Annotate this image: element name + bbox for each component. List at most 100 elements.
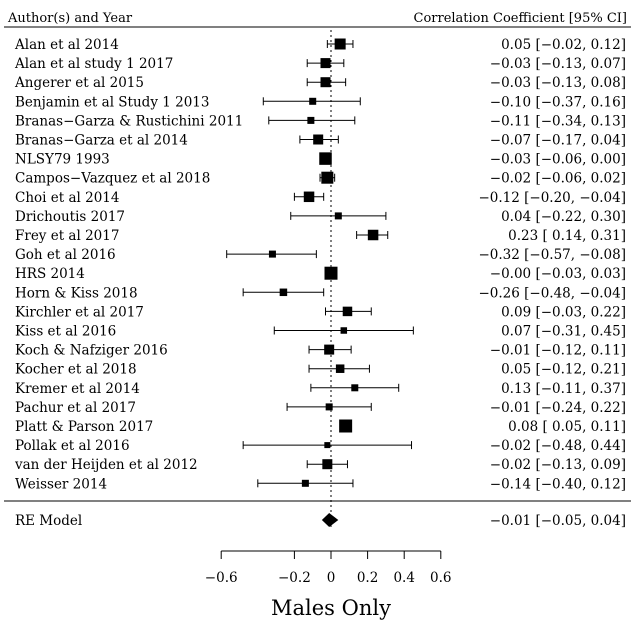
study-row: Branas−Garza et al 2014 −0.07 [−0.17, 0.0… [15, 133, 626, 149]
study-label: Drichoutis 2017 [15, 209, 125, 225]
study-row: Weisser 2014 −0.14 [−0.40, 0.12] [15, 476, 626, 492]
study-label: Kiss et al 2016 [15, 324, 116, 340]
study-label: Kirchler et al 2017 [15, 304, 144, 320]
study-row: Benjamin et al Study 1 2013 −0.10 [−0.37,… [15, 94, 626, 110]
study-label: Horn & Kiss 2018 [15, 285, 138, 301]
study-label: Campos−Vazquez et al 2018 [15, 171, 210, 187]
study-label: Branas−Garza & Rustichini 2011 [15, 113, 243, 129]
x-tick-label: 0.2 [357, 570, 378, 586]
x-tick-label: 0 [327, 570, 336, 586]
ci-value-text: −0.03 [−0.06, 0.00] [490, 152, 626, 168]
study-row: Platt & Parson 2017 0.08 [ 0.05, 0.11] [15, 419, 626, 435]
point-estimate [334, 38, 346, 50]
study-row: Branas−Garza & Rustichini 2011 −0.11 [−0.… [15, 113, 626, 129]
point-estimate [334, 212, 342, 220]
x-tick-label: 0.6 [430, 570, 451, 586]
study-label: Platt & Parson 2017 [15, 419, 153, 435]
study-row: van der Heijden et al 2012 −0.02 [−0.13, … [14, 457, 626, 473]
study-label: Angerer et al 2015 [14, 75, 144, 91]
study-row: Choi et al 2014 −0.12 [−0.20, −0.04] [15, 190, 626, 206]
point-estimate [319, 152, 332, 165]
study-row: NLSY79 1993 −0.03 [−0.06, 0.00] [15, 152, 626, 168]
study-rows: Alan et al 2014 0.05 [−0.02, 0.12]Alan et… [14, 37, 626, 492]
study-label: Alan et al 2014 [14, 37, 119, 53]
study-row: Koch & Nafziger 2016 −0.01 [−0.12, 0.11] [15, 343, 626, 359]
summary-label: RE Model [15, 513, 82, 529]
point-estimate [303, 191, 315, 203]
ci-value-text: 0.07 [−0.31, 0.45] [501, 324, 626, 340]
ci-value-text: 0.09 [−0.03, 0.22] [501, 304, 626, 320]
study-label: Koch & Nafziger 2016 [15, 343, 168, 359]
point-estimate [268, 250, 276, 258]
ci-value-text: −0.11 [−0.34, 0.13] [490, 113, 626, 129]
ci-value-text: −0.00 [−0.03, 0.03] [490, 266, 626, 282]
study-row: Kremer et al 2014 0.13 [−0.11, 0.37] [15, 381, 626, 397]
ci-value-text: −0.02 [−0.48, 0.44] [490, 438, 626, 454]
x-tick-label: −0.6 [205, 570, 238, 586]
point-estimate [335, 364, 345, 373]
point-estimate [320, 58, 331, 69]
ci-value-text: −0.02 [−0.06, 0.02] [490, 171, 626, 187]
ci-value-text: 0.13 [−0.11, 0.37] [501, 381, 626, 397]
point-estimate [279, 288, 288, 297]
ci-value-text: 0.05 [−0.12, 0.21] [501, 362, 626, 378]
ci-value-text: −0.10 [−0.37, 0.16] [490, 94, 626, 110]
study-row: Campos−Vazquez et al 2018 −0.02 [−0.06, 0… [15, 171, 626, 187]
summary-row: RE Model −0.01 [−0.05, 0.04] [15, 513, 626, 529]
ci-value-text: −0.03 [−0.13, 0.07] [490, 56, 626, 72]
point-estimate [339, 419, 353, 433]
ci-value-text: −0.32 [−0.57, −0.08] [478, 247, 626, 263]
x-tick-label: 0.4 [393, 570, 414, 586]
study-label: Goh et al 2016 [15, 247, 116, 263]
point-estimate [322, 459, 333, 470]
x-tick-label: −0.2 [278, 570, 311, 586]
point-estimate [367, 229, 379, 241]
point-estimate [313, 134, 324, 145]
study-label: HRS 2014 [15, 266, 85, 282]
point-estimate [340, 327, 348, 334]
ci-value-text: 0.05 [−0.02, 0.12] [501, 37, 626, 53]
study-row: Kocher et al 2018 0.05 [−0.12, 0.21] [15, 362, 626, 378]
x-axis: −0.6 −0.2 0 0.2 0.4 0.6 [205, 550, 452, 586]
study-label: Branas−Garza et al 2014 [15, 133, 188, 149]
study-label: Kocher et al 2018 [15, 362, 137, 378]
study-label: van der Heijden et al 2012 [14, 457, 198, 473]
study-row: Goh et al 2016 −0.32 [−0.57, −0.08] [15, 247, 626, 263]
ci-value-text: −0.07 [−0.17, 0.04] [490, 133, 626, 149]
study-row: Pollak et al 2016 −0.02 [−0.48, 0.44] [15, 438, 626, 454]
study-label: NLSY79 1993 [15, 152, 110, 168]
study-row: Angerer et al 2015 −0.03 [−0.13, 0.08] [14, 75, 626, 91]
study-row: Alan et al 2014 0.05 [−0.02, 0.12] [14, 37, 626, 53]
summary-ci-text: −0.01 [−0.05, 0.04] [490, 513, 626, 529]
ci-value-text: −0.02 [−0.13, 0.09] [490, 457, 626, 473]
study-row: Drichoutis 2017 0.04 [−0.22, 0.30] [15, 209, 626, 225]
ci-value-text: 0.04 [−0.22, 0.30] [501, 209, 626, 225]
ci-value-text: −0.03 [−0.13, 0.08] [490, 75, 626, 91]
point-estimate [342, 306, 353, 317]
point-estimate [325, 403, 333, 411]
study-row: Kiss et al 2016 0.07 [−0.31, 0.45] [15, 324, 626, 340]
point-estimate [301, 479, 309, 487]
ci-value-text: −0.26 [−0.48, −0.04] [478, 285, 626, 301]
study-label: Alan et al study 1 2017 [14, 56, 173, 72]
study-label: Choi et al 2014 [15, 190, 119, 206]
header-author: Author(s) and Year [7, 11, 133, 26]
point-estimate [324, 344, 335, 355]
point-estimate [324, 266, 338, 280]
point-estimate [321, 171, 334, 184]
ci-value-text: −0.01 [−0.24, 0.22] [490, 400, 626, 416]
point-estimate [307, 116, 315, 124]
header-ci: Correlation Coefficient [95% CI] [414, 11, 628, 26]
ci-value-text: −0.14 [−0.40, 0.12] [490, 476, 626, 492]
point-estimate [309, 97, 317, 105]
ci-value-text: −0.01 [−0.12, 0.11] [490, 343, 626, 359]
summary-diamond [321, 513, 339, 527]
point-estimate [320, 77, 331, 88]
study-row: Horn & Kiss 2018 −0.26 [−0.48, −0.04] [15, 285, 626, 301]
study-label: Pollak et al 2016 [15, 438, 130, 454]
study-label: Benjamin et al Study 1 2013 [15, 94, 209, 110]
study-label: Weisser 2014 [15, 476, 107, 492]
point-estimate [351, 384, 359, 392]
study-label: Kremer et al 2014 [15, 381, 140, 397]
